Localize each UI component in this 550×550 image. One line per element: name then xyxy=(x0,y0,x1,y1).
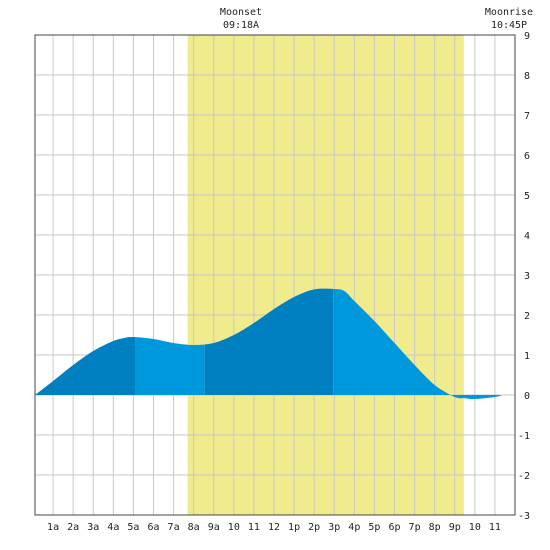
x-tick-label: 5a xyxy=(127,522,139,533)
y-tick-labels: -3 -2 -1 0 1 2 3 4 5 6 7 8 9 xyxy=(518,31,530,522)
x-tick-label: 10 xyxy=(469,522,481,533)
x-tick-label: 12 xyxy=(268,522,280,533)
x-tick-label: 5p xyxy=(368,522,380,533)
y-tick-label: 4 xyxy=(524,231,530,242)
x-tick-label: 1a xyxy=(47,522,59,533)
grid-layer xyxy=(35,35,515,515)
y-tick-label: 1 xyxy=(524,351,530,362)
x-tick-label: 11 xyxy=(248,522,260,533)
x-tick-label: 2p xyxy=(308,522,320,533)
y-tick-label: -1 xyxy=(518,431,530,442)
moonrise-label: Moonrise xyxy=(485,7,533,18)
x-tick-labels: 1a 2a 3a 4a 5a 6a 7a 8a 9a 10 11 12 1p 2p 3p 4p 5p 6p 7p 8p… xyxy=(47,522,501,533)
x-tick-label: 6a xyxy=(147,522,159,533)
x-tick-label: 9p xyxy=(449,522,461,533)
y-tick-label: 2 xyxy=(524,311,530,322)
x-tick-label: 8a xyxy=(188,522,200,533)
moonset-time: 09:18A xyxy=(223,20,259,31)
moonset-label: Moonset xyxy=(220,7,262,18)
x-tick-label: 7a xyxy=(168,522,180,533)
y-tick-label: -3 xyxy=(518,511,530,522)
y-tick-label: 3 xyxy=(524,271,530,282)
x-tick-label: 10 xyxy=(228,522,240,533)
y-tick-label: 5 xyxy=(524,191,530,202)
x-tick-label: 1p xyxy=(288,522,300,533)
y-tick-label: 6 xyxy=(524,151,530,162)
x-tick-label: 11 xyxy=(489,522,501,533)
y-tick-label: -2 xyxy=(518,471,530,482)
y-tick-label: 9 xyxy=(524,31,530,42)
x-tick-label: 4a xyxy=(107,522,119,533)
x-tick-label: 8p xyxy=(429,522,441,533)
x-tick-label: 4p xyxy=(348,522,360,533)
y-tick-label: 0 xyxy=(524,391,530,402)
x-tick-label: 2a xyxy=(67,522,79,533)
moonrise-time: 10:45P xyxy=(491,20,527,31)
plot-border xyxy=(34,34,516,516)
x-tick-label: 3a xyxy=(87,522,99,533)
x-tick-label: 7p xyxy=(409,522,421,533)
y-tick-label: 7 xyxy=(524,111,530,122)
x-tick-label: 9a xyxy=(208,522,220,533)
x-tick-label: 3p xyxy=(328,522,340,533)
y-tick-label: 8 xyxy=(524,71,530,82)
x-tick-label: 6p xyxy=(388,522,400,533)
